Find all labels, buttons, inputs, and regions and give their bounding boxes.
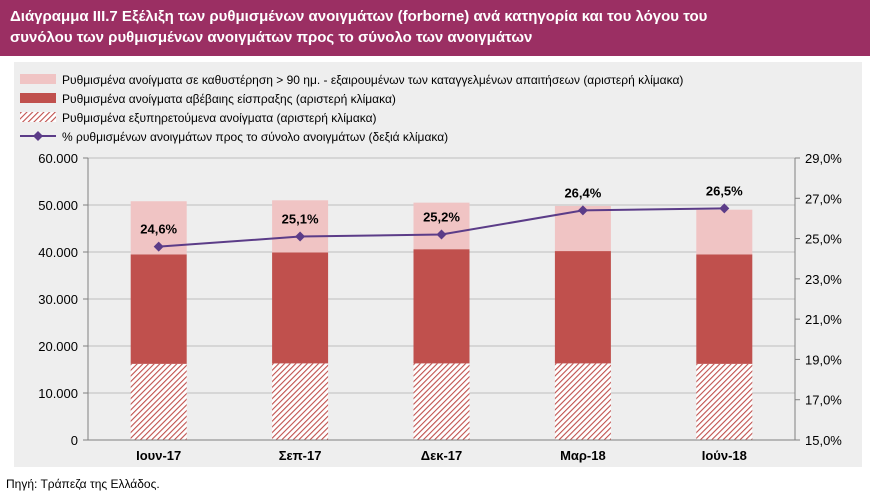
category-label: Ιούν-18 [702,448,747,463]
ratio-marker-3 [577,205,588,216]
legend-label-3: % ρυθμισμένων ανοιγμάτων προς το σύνολο … [62,130,448,144]
legend-swatch-2 [20,112,56,122]
category-label: Ιουν-17 [136,448,181,463]
bar-uncertain-1 [272,252,329,364]
ratio-marker-4 [719,203,730,214]
bar-performing-3 [554,363,611,440]
legend-label-2: Ρυθμισμένα εξυπηρετούμενα ανοίγματα (αρι… [62,111,377,125]
left-tick-label: 20.000 [38,339,78,354]
left-tick-label: 0 [71,433,78,448]
bar-overdue-1 [272,200,329,253]
bar-overdue-2 [413,202,470,250]
legend-label-1: Ρυθμισμένα ανοίγματα αβέβαιης είσπραξης … [62,92,396,106]
legend-label-0: Ρυθμισμένα ανοίγματα σε καθυστέρηση > 90… [62,73,683,87]
chart-title-line-1: Διάγραμμα ΙΙΙ.7 Εξέλιξη των ρυθμισμένων … [10,8,708,25]
ratio-marker-0 [153,241,164,252]
left-tick-label: 40.000 [38,245,78,260]
right-tick-label: 15,0% [805,433,842,448]
bar-performing-2 [413,363,470,440]
left-tick-label: 60.000 [38,151,78,166]
bar-uncertain-2 [413,249,470,364]
ratio-data-label-4: 26,5% [706,183,743,198]
forborne-exposures-chart: 0 10.000 20.000 30.000 40.000 50.000 60.000 15,… [20,73,842,463]
right-tick-label: 25,0% [805,232,842,247]
left-tick-label: 50.000 [38,198,78,213]
ratio-data-label-3: 26,4% [564,185,601,200]
right-tick-label: 27,0% [805,191,842,206]
ratio-data-label-2: 25,2% [423,210,460,225]
ratio-data-label-1: 25,1% [282,212,319,227]
category-label: Δεκ-17 [421,448,463,463]
bar-uncertain-3 [554,251,611,364]
legend-line-marker [33,131,43,141]
ratio-data-label-0: 24,6% [140,222,177,237]
bar-uncertain-0 [130,254,187,364]
chart-title-bar: Διάγραμμα ΙΙΙ.7 Εξέλιξη των ρυθμισμένων … [0,0,870,56]
bar-performing-4 [696,363,753,440]
category-label: Μαρ-18 [560,448,606,463]
left-tick-label: 10.000 [38,386,78,401]
chart-title-line-2: συνόλου των ρυθμισμένων ανοιγμάτων προς … [10,29,533,46]
bar-performing-1 [272,363,329,440]
bar-performing-0 [130,363,187,440]
bar-uncertain-4 [696,254,753,364]
right-tick-label: 17,0% [805,393,842,408]
left-tick-label: 30.000 [38,292,78,307]
source-note: Πηγή: Τράπεζα της Ελλάδος. [6,477,160,491]
right-tick-label: 23,0% [805,272,842,287]
right-tick-label: 29,0% [805,151,842,166]
legend-swatch-1 [20,93,56,103]
chart-area: 0 10.000 20.000 30.000 40.000 50.000 60.000 15,… [14,62,862,467]
category-label: Σεπ-17 [279,448,322,463]
right-tick-label: 21,0% [805,312,842,327]
legend-swatch-0 [20,74,56,84]
right-tick-label: 19,0% [805,352,842,367]
ratio-marker-1 [295,231,306,242]
ratio-marker-2 [436,229,447,240]
bar-overdue-4 [696,209,753,255]
